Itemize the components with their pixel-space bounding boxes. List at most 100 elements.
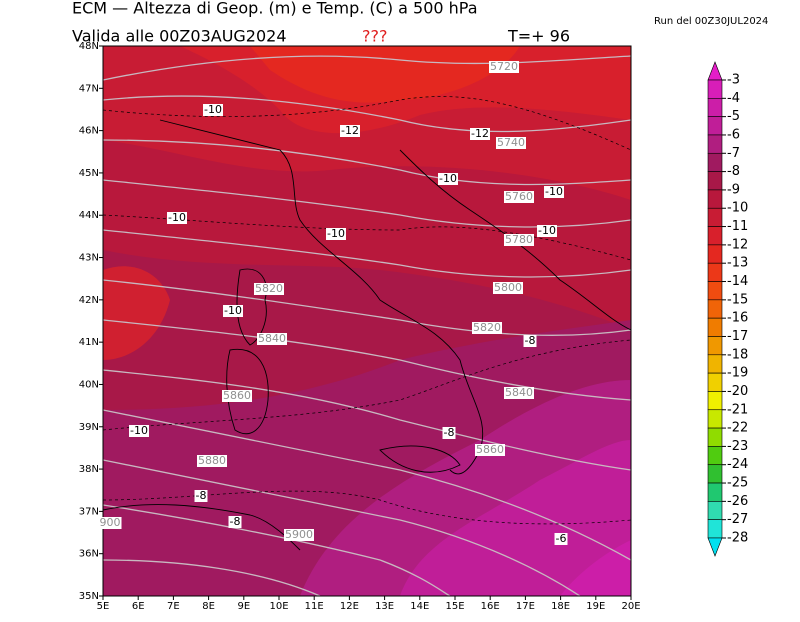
colorbar-label: -21: [727, 402, 748, 417]
temperature-label-bg: [326, 228, 346, 240]
temperature-label-text: -8: [230, 515, 241, 528]
colorbar-box: [707, 207, 723, 227]
colorbar-label: -22: [727, 421, 748, 436]
height-label-text: 5740: [497, 136, 525, 149]
lon-label: 6E: [132, 601, 145, 612]
colorbar-label: -13: [727, 256, 748, 271]
colorbar-label: -9: [727, 182, 740, 197]
temperature-label: -12: [470, 127, 490, 140]
lon-label: 19E: [586, 601, 605, 612]
colorbar-label: -5: [727, 109, 740, 124]
field-patch: [103, 266, 170, 360]
temperature-label-bg: [340, 125, 360, 137]
temperature-label-bg: [129, 425, 149, 437]
colorbar-box: [707, 116, 723, 136]
height-label-bg: [222, 390, 252, 402]
lat-label: 38N: [79, 464, 99, 475]
colorbar-box: [707, 372, 723, 392]
lat-label: 45N: [79, 168, 99, 179]
run-time: Run del 00Z30JUL2024: [654, 16, 768, 27]
colorbar-label: -28: [727, 531, 748, 546]
height-label-text: 5860: [476, 443, 504, 456]
colorbar-cap: [707, 61, 723, 81]
lon-label: 18E: [551, 601, 570, 612]
colorbar-label: -19: [727, 366, 748, 381]
height-label: 5820: [254, 282, 284, 295]
colorbar-box: [707, 281, 723, 301]
colorbar-box: [707, 391, 723, 411]
colorbar-label: -24: [727, 457, 748, 472]
temperature-label-text: -6: [556, 532, 567, 545]
height-label-text: 5780: [505, 233, 533, 246]
temperature-label-bg: [442, 427, 456, 439]
title: ECM — Altezza di Geop. (m) e Temp. (C) a…: [72, 0, 478, 18]
temperature-label-bg: [438, 173, 458, 185]
temperature-label-text: -10: [545, 185, 563, 198]
lon-label: 13E: [375, 601, 394, 612]
colorbar-box: [707, 482, 723, 502]
colorbar-box: [707, 79, 723, 99]
lat-label: 41N: [79, 337, 99, 348]
colorbar-label: -20: [727, 384, 748, 399]
temperature-label: -10: [167, 211, 187, 224]
colorbar-label: -12: [727, 237, 748, 252]
height-label: 900: [98, 516, 122, 529]
temperature-label: -8: [228, 515, 242, 528]
temperature-label-bg: [554, 533, 568, 545]
lat-label: 37N: [79, 506, 99, 517]
lat-label: 44N: [79, 210, 99, 221]
height-label-bg: [496, 137, 526, 149]
height-label-text: 5760: [505, 190, 533, 203]
colorbar-box: [707, 354, 723, 374]
colorbar-box: [707, 299, 723, 319]
height-label: 5840: [257, 332, 287, 345]
colorbar-box: [707, 427, 723, 447]
lat-label: 43N: [79, 253, 99, 264]
colorbar-label: -3: [727, 73, 740, 88]
temperature-label-text: -10: [439, 172, 457, 185]
height-label-text: 5880: [198, 454, 226, 467]
lon-label: 11E: [305, 601, 324, 612]
colorbar-label: -4: [727, 91, 740, 106]
height-label-text: 5860: [223, 389, 251, 402]
temperature-label-text: -12: [471, 127, 489, 140]
colorbar-box: [707, 244, 723, 264]
lon-label: 8E: [202, 601, 215, 612]
lon-label: 9E: [237, 601, 250, 612]
height-label-text: 5820: [255, 282, 283, 295]
lat-label: 35N: [79, 591, 99, 602]
colorbar-label: -27: [727, 512, 748, 527]
temperature-label-bg: [537, 225, 557, 237]
height-label: 5740: [496, 136, 526, 149]
height-label-text: 5840: [505, 386, 533, 399]
temperature-label: -10: [129, 424, 149, 437]
colorbar-box: [707, 317, 723, 337]
colorbar-box: [707, 171, 723, 191]
lon-label: 12E: [340, 601, 359, 612]
height-label-text: 5840: [258, 332, 286, 345]
temperature-label-text: -10: [538, 224, 556, 237]
height-label: 5860: [475, 443, 505, 456]
height-label-bg: [493, 282, 523, 294]
temperature-label: -8: [194, 489, 208, 502]
height-label-bg: [197, 455, 227, 467]
temperature-label: -10: [438, 172, 458, 185]
lon-label: 7E: [167, 601, 180, 612]
colorbar-label: -16: [727, 311, 748, 326]
height-label: 5800: [493, 281, 523, 294]
lon-label: 16E: [481, 601, 500, 612]
temperature-label-text: -8: [444, 426, 455, 439]
lat-label: 42N: [79, 295, 99, 306]
lat-label: 47N: [79, 83, 99, 94]
colorbar-label: -10: [727, 201, 748, 216]
height-label-bg: [257, 333, 287, 345]
height-label-bg: [504, 234, 534, 246]
height-label: 5860: [222, 389, 252, 402]
temperature-label-text: -12: [341, 124, 359, 137]
temperature-label: -10: [537, 224, 557, 237]
field: [103, 46, 631, 596]
colorbar-box: [707, 519, 723, 539]
lon-label: 20E: [621, 601, 640, 612]
temperature-label: -8: [442, 426, 456, 439]
